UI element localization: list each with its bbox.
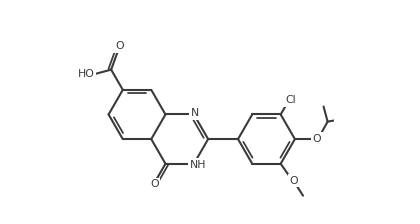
Text: O: O — [150, 179, 159, 190]
Text: N: N — [191, 108, 199, 118]
Text: HO: HO — [78, 69, 94, 80]
Text: NH: NH — [190, 160, 207, 170]
Text: O: O — [312, 134, 321, 144]
Text: O: O — [115, 41, 123, 51]
Text: O: O — [290, 176, 298, 186]
Text: Cl: Cl — [286, 95, 296, 106]
